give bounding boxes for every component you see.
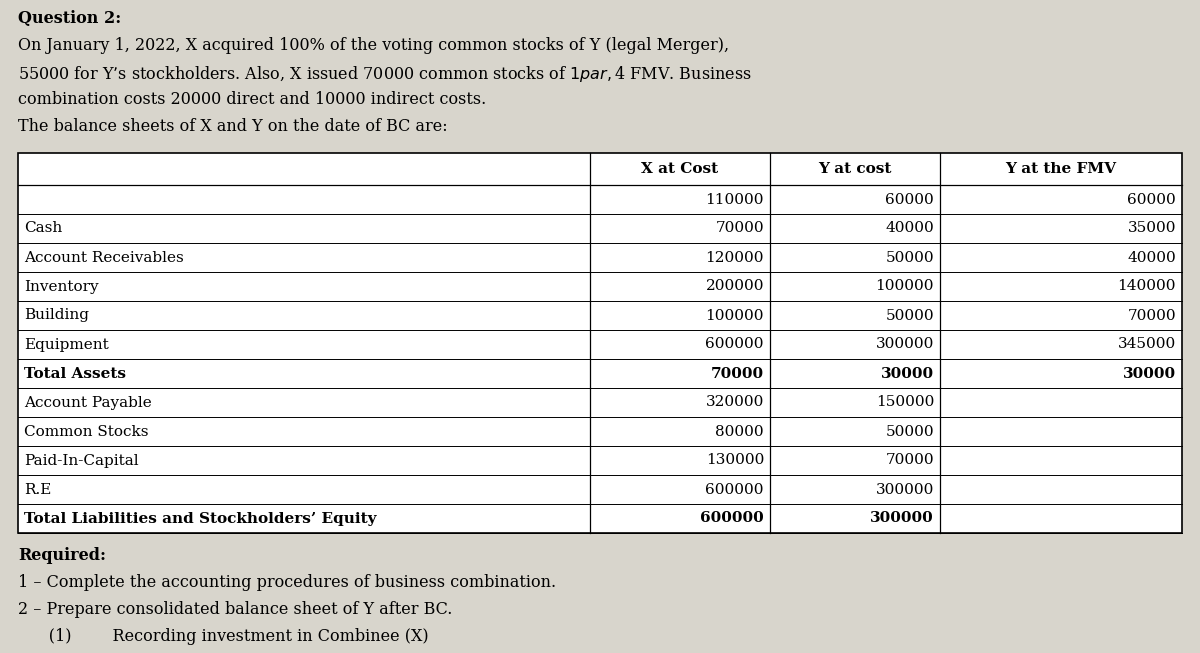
Text: 600000: 600000 (701, 511, 764, 526)
Text: Building: Building (24, 308, 89, 323)
Text: 30000: 30000 (1123, 366, 1176, 381)
Text: (1)        Recording investment in Combinee (X): (1) Recording investment in Combinee (X) (18, 628, 428, 645)
Text: 50000: 50000 (886, 251, 934, 264)
Text: Inventory: Inventory (24, 279, 98, 293)
Text: 300000: 300000 (876, 483, 934, 496)
Text: combination costs 20000 direct and 10000 indirect costs.: combination costs 20000 direct and 10000… (18, 91, 486, 108)
Text: Account Receivables: Account Receivables (24, 251, 184, 264)
Text: Total Liabilities and Stockholders’ Equity: Total Liabilities and Stockholders’ Equi… (24, 511, 377, 526)
Text: 200000: 200000 (706, 279, 764, 293)
Text: The balance sheets of X and Y on the date of BC are:: The balance sheets of X and Y on the dat… (18, 118, 448, 135)
Text: 110000: 110000 (706, 193, 764, 206)
Text: Common Stocks: Common Stocks (24, 424, 149, 439)
Text: Question 2:: Question 2: (18, 10, 121, 27)
Text: 600000: 600000 (706, 483, 764, 496)
Text: Total Assets: Total Assets (24, 366, 126, 381)
Text: 100000: 100000 (876, 279, 934, 293)
Text: 55000 for Y’s stockholders. Also, X issued 70000 common stocks of $1 par, $4 FMV: 55000 for Y’s stockholders. Also, X issu… (18, 64, 751, 84)
Text: 70000: 70000 (1127, 308, 1176, 323)
Text: Required:: Required: (18, 547, 106, 564)
Text: Equipment: Equipment (24, 338, 109, 351)
Text: Cash: Cash (24, 221, 62, 236)
Text: 320000: 320000 (706, 396, 764, 409)
Bar (18, 153, 1182, 533)
Text: 345000: 345000 (1117, 338, 1176, 351)
Text: 100000: 100000 (706, 308, 764, 323)
Text: 70000: 70000 (886, 453, 934, 468)
Text: 2 – Prepare consolidated balance sheet of Y after BC.: 2 – Prepare consolidated balance sheet o… (18, 601, 452, 618)
Text: 300000: 300000 (870, 511, 934, 526)
Text: R.E: R.E (24, 483, 52, 496)
Text: 130000: 130000 (706, 453, 764, 468)
Text: 120000: 120000 (706, 251, 764, 264)
Text: 60000: 60000 (886, 193, 934, 206)
Text: X at Cost: X at Cost (642, 162, 719, 176)
Text: 70000: 70000 (710, 366, 764, 381)
Text: 1 – Complete the accounting procedures of business combination.: 1 – Complete the accounting procedures o… (18, 574, 556, 591)
Text: 40000: 40000 (886, 221, 934, 236)
Text: 40000: 40000 (1127, 251, 1176, 264)
Text: 300000: 300000 (876, 338, 934, 351)
Text: 35000: 35000 (1128, 221, 1176, 236)
Text: Paid-In-Capital: Paid-In-Capital (24, 453, 139, 468)
Text: 150000: 150000 (876, 396, 934, 409)
Text: 70000: 70000 (715, 221, 764, 236)
Text: On January 1, 2022, X acquired 100% of the voting common stocks of Y (legal Merg: On January 1, 2022, X acquired 100% of t… (18, 37, 730, 54)
Text: Account Payable: Account Payable (24, 396, 151, 409)
Text: 140000: 140000 (1117, 279, 1176, 293)
Text: 80000: 80000 (715, 424, 764, 439)
Text: 30000: 30000 (881, 366, 934, 381)
Text: 50000: 50000 (886, 308, 934, 323)
Text: Y at cost: Y at cost (818, 162, 892, 176)
Text: 60000: 60000 (1127, 193, 1176, 206)
Text: 50000: 50000 (886, 424, 934, 439)
Text: 600000: 600000 (706, 338, 764, 351)
Text: Y at the FMV: Y at the FMV (1006, 162, 1116, 176)
